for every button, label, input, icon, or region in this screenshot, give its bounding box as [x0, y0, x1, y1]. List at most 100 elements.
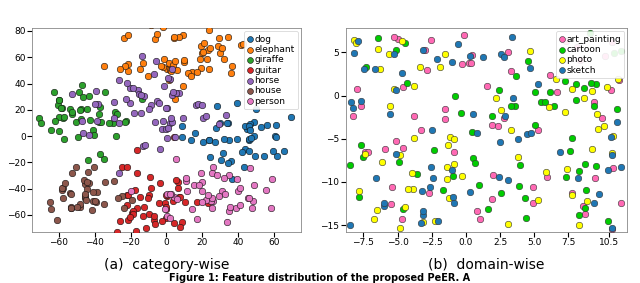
- art_painting: [474, 216, 484, 221]
- horse: [154, 101, 164, 105]
- elephant: [123, 32, 133, 37]
- cartoon: [545, 90, 555, 94]
- cartoon: [591, 163, 602, 168]
- elephant: [227, 64, 237, 68]
- art_painting: [600, 53, 610, 58]
- house: [90, 200, 100, 205]
- horse: [67, 92, 77, 97]
- art_painting: [533, 128, 543, 132]
- sketch: [573, 176, 583, 181]
- house: [65, 191, 76, 196]
- dog: [222, 121, 232, 125]
- person: [232, 177, 242, 181]
- photo: [435, 65, 445, 69]
- photo: [559, 110, 570, 115]
- art_painting: [390, 139, 401, 143]
- elephant: [156, 64, 166, 68]
- sketch: [493, 175, 504, 180]
- horse: [166, 67, 177, 71]
- person: [201, 197, 211, 202]
- horse: [114, 121, 124, 125]
- cartoon: [391, 48, 401, 52]
- elephant: [196, 44, 206, 48]
- photo: [550, 77, 561, 81]
- guitar: [175, 224, 185, 229]
- elephant: [115, 67, 125, 71]
- person: [223, 173, 234, 178]
- photo: [397, 39, 408, 44]
- Text: (b)  domain-wise: (b) domain-wise: [428, 258, 545, 272]
- dog: [225, 158, 236, 163]
- dog: [251, 107, 261, 111]
- house: [45, 199, 55, 204]
- house: [83, 170, 93, 174]
- elephant: [168, 63, 179, 67]
- dog: [211, 126, 221, 130]
- photo: [449, 136, 459, 141]
- horse: [170, 135, 180, 139]
- sketch: [533, 81, 543, 86]
- cartoon: [540, 100, 550, 105]
- sketch: [417, 188, 427, 193]
- house: [82, 179, 92, 184]
- elephant: [186, 73, 196, 78]
- dog: [246, 136, 256, 140]
- cartoon: [579, 85, 589, 90]
- art_painting: [607, 226, 617, 231]
- art_painting: [426, 38, 436, 43]
- cartoon: [511, 74, 521, 79]
- giraffe: [59, 137, 69, 142]
- cartoon: [586, 80, 596, 85]
- cartoon: [515, 163, 525, 167]
- horse: [164, 77, 175, 81]
- art_painting: [590, 176, 600, 181]
- elephant: [238, 42, 248, 46]
- horse: [149, 72, 159, 76]
- photo: [591, 112, 602, 116]
- person: [204, 193, 214, 198]
- Legend: art_painting, cartoon, photo, sketch: art_painting, cartoon, photo, sketch: [556, 31, 625, 78]
- cartoon: [524, 59, 534, 63]
- person: [171, 156, 181, 161]
- person: [196, 180, 207, 185]
- art_painting: [608, 166, 618, 170]
- art_painting: [360, 150, 370, 155]
- elephant: [218, 57, 228, 61]
- guitar: [131, 229, 141, 234]
- person: [189, 183, 199, 187]
- guitar: [146, 186, 156, 191]
- sketch: [465, 53, 475, 58]
- guitar: [129, 188, 140, 192]
- sketch: [477, 54, 488, 59]
- giraffe: [76, 106, 86, 111]
- dog: [223, 121, 233, 125]
- photo: [532, 198, 543, 203]
- photo: [415, 65, 425, 70]
- art_painting: [398, 145, 408, 150]
- elephant: [197, 51, 207, 55]
- photo: [566, 193, 577, 198]
- house: [88, 189, 98, 194]
- dog: [245, 122, 255, 127]
- person: [181, 179, 191, 183]
- guitar: [154, 200, 164, 205]
- dog: [223, 138, 234, 143]
- sketch: [346, 100, 356, 104]
- horse: [167, 93, 177, 97]
- dog: [216, 158, 226, 162]
- dog: [245, 128, 255, 132]
- photo: [372, 207, 383, 212]
- giraffe: [65, 107, 76, 112]
- photo: [544, 105, 554, 109]
- elephant: [158, 25, 168, 29]
- cartoon: [549, 104, 559, 108]
- guitar: [135, 195, 145, 199]
- house: [109, 179, 119, 183]
- photo: [613, 77, 623, 82]
- guitar: [145, 175, 155, 179]
- art_painting: [465, 61, 476, 66]
- sketch: [495, 140, 506, 145]
- horse: [159, 84, 170, 89]
- person: [230, 205, 241, 210]
- art_painting: [440, 107, 450, 111]
